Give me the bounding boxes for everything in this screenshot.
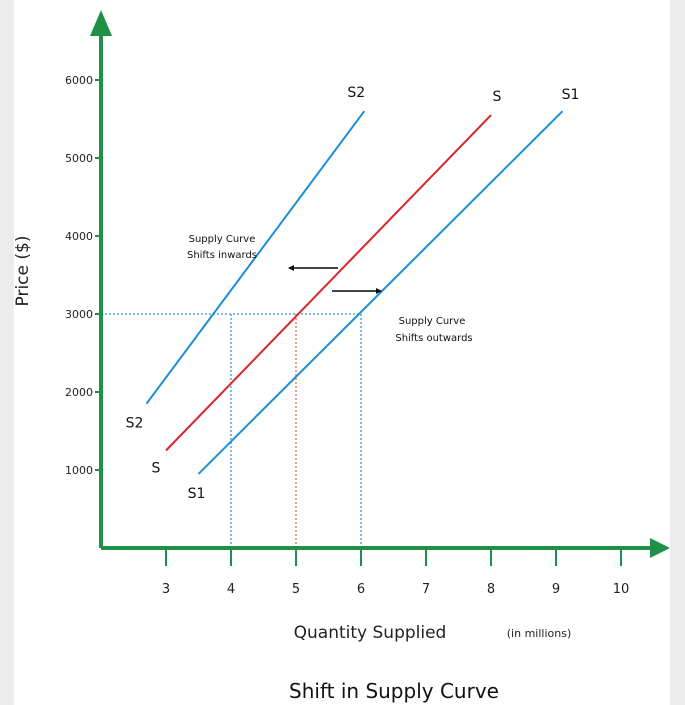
supply-shift-chart: S2 S2 S S S1 S1 1000 2000 3000 4000 5000 6000 3 4 5 6 7… [14,10,670,703]
outward-shift-annotation-line-2: Shifts outwards [395,333,472,344]
curve-label-start-s1: S1 [188,486,206,502]
x-tick-label: 8 [487,582,495,597]
y-tick-label: 3000 [65,308,93,321]
y-axis-label: Price ($) [14,236,33,307]
curve-label-end-s2: S2 [347,85,365,101]
y-tick-label: 4000 [65,230,93,243]
chart-panel: S2 S2 S S S1 S1 1000 2000 3000 4000 5000 6000 3 4 5 6 7… [14,0,670,705]
x-axis-arrowhead [650,538,670,558]
supply-curve-s [165,114,492,452]
chart-title: Shift in Supply Curve [289,679,499,703]
curve-label-start-s2: S2 [126,416,144,432]
x-tick-label: 3 [162,582,170,597]
outward-shift-annotation-line-1: Supply Curve [399,316,466,327]
y-tick-label: 1000 [65,464,93,477]
x-tick-label: 7 [422,582,430,597]
x-tick-label: 9 [552,582,560,597]
curve-label-end-s1: S1 [562,87,580,103]
y-tick-label: 2000 [65,386,93,399]
y-tick-label: 5000 [65,152,93,165]
x-axis-units: (in millions) [507,627,571,640]
y-axis-arrowhead [90,10,112,36]
x-tick-label: 6 [357,582,365,597]
inward-shift-annotation-line-1: Supply Curve [189,234,256,245]
x-tick-label: 4 [227,582,235,597]
curve-label-end-s: S [493,89,502,105]
x-tick-label: 5 [292,582,300,597]
x-axis-label: Quantity Supplied [294,623,447,643]
supply-curve-s2 [145,110,366,405]
x-tick-label: 10 [613,582,630,597]
supply-curve-s1 [197,110,564,475]
y-tick-label: 6000 [65,74,93,87]
inward-shift-annotation-line-2: Shifts inwards [187,250,257,261]
curve-label-start-s: S [152,461,161,477]
